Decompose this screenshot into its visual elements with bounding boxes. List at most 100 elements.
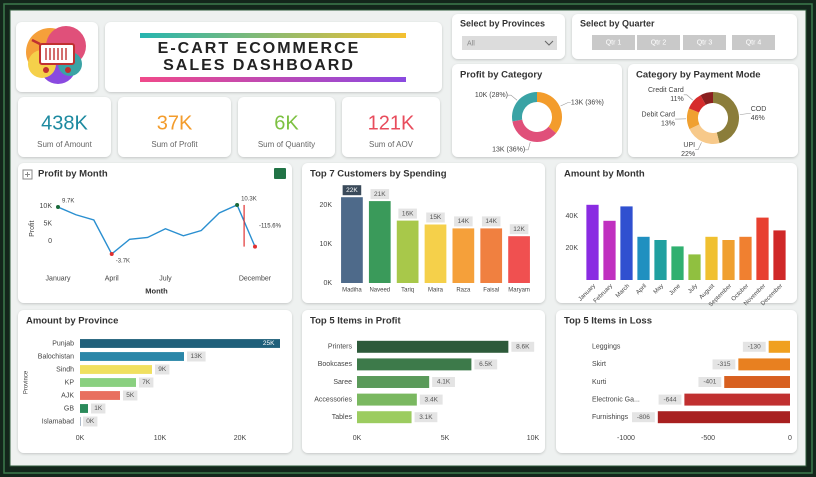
data-label: 3.4K [425, 396, 439, 403]
kpi-value: 6K [274, 112, 299, 134]
chart-title: Top 5 Items in Profit [310, 316, 401, 327]
donut-segment [512, 119, 557, 143]
x-axis-title: Month [145, 286, 168, 295]
x-tick-label: 20K [234, 435, 247, 442]
y-tick-label: Furnishings [592, 414, 629, 421]
dropdown[interactable] [462, 36, 557, 50]
bar [80, 352, 184, 361]
data-label-bg [342, 185, 362, 196]
y-tick-label: Tables [332, 414, 353, 421]
leader-line [525, 142, 531, 151]
kpi-label: Sum of Amount [37, 140, 92, 149]
kpi-value: 37K [157, 112, 193, 134]
quarter-button-label[interactable]: Qtr 1 [606, 39, 622, 46]
data-label: 9.7K [62, 199, 74, 205]
donut-category: Debit Card [642, 111, 676, 118]
point [253, 244, 257, 249]
data-label: 0K [86, 418, 95, 425]
quarter-button[interactable] [683, 35, 726, 50]
data-label-bg [481, 216, 501, 227]
data-label: 14K [485, 218, 497, 225]
donut-segment [713, 92, 740, 144]
title-bar [140, 77, 406, 82]
quarter-button[interactable] [732, 35, 775, 50]
data-label: 16K [402, 210, 414, 217]
data-label: 8.6K [516, 344, 530, 351]
dropdown-value[interactable]: All [467, 40, 475, 47]
quarter-button-label[interactable]: Qtr 4 [746, 39, 762, 46]
y-tick-label: Punjab [52, 340, 74, 347]
bar [508, 236, 530, 283]
bar [738, 358, 790, 371]
icon [22, 169, 33, 180]
x-tick-label: January [46, 275, 71, 282]
bar [357, 340, 509, 353]
bar [357, 393, 417, 406]
bar [424, 224, 447, 283]
kpi-label: Sum of AOV [369, 140, 414, 149]
x-tick-label: April [105, 275, 119, 282]
donut-segment [689, 124, 720, 144]
x-tick-label: 0 [788, 435, 792, 442]
x-tick-label: Madiha [342, 288, 362, 294]
data-label-bg [370, 189, 390, 200]
bar [603, 220, 616, 280]
chart-title: Amount by Month [564, 169, 645, 180]
data-label: -806 [637, 414, 650, 421]
x-tick-label: December [239, 275, 272, 282]
point [109, 251, 114, 256]
card [18, 163, 292, 303]
y-tick-label: 0K [323, 280, 332, 287]
card [18, 97, 111, 157]
data-label-bg [419, 394, 443, 405]
data-label: 12K [513, 226, 525, 233]
bar [80, 417, 81, 426]
data-label-bg [432, 377, 455, 387]
y-tick-label: 5K [43, 220, 52, 227]
data-label-bg [509, 224, 529, 235]
y-tick-label: Sindh [56, 366, 74, 373]
x-tick-label: 0K [76, 435, 85, 442]
data-label-bg [414, 412, 438, 423]
y-tick-label: 10K [320, 241, 333, 248]
slicer-label: Select by Provinces [460, 18, 545, 28]
kpi-value: 121K [368, 112, 415, 134]
y-tick-label: Printers [328, 344, 353, 351]
data-label: 3.1K [419, 414, 433, 421]
bar [452, 228, 475, 283]
chart-title: Amount by Province [26, 316, 118, 327]
data-label: 7K [142, 379, 151, 386]
bar [368, 201, 391, 283]
data-label-bg [426, 212, 445, 223]
x-tick-label: Raza [456, 288, 471, 294]
bar [705, 236, 718, 280]
data-label: 22K [346, 187, 358, 194]
bar [80, 391, 120, 400]
bar [357, 411, 412, 424]
data-label-bg [398, 208, 417, 219]
bar [684, 393, 790, 406]
x-tick-label: July [687, 283, 699, 295]
card [105, 22, 442, 92]
data-label: -401 [703, 379, 716, 386]
x-tick-label: Faisal [483, 288, 499, 294]
donut-label: 13% [661, 120, 675, 127]
quarter-button-label[interactable]: Qtr 3 [697, 39, 713, 46]
bar [396, 220, 419, 283]
data-label: 25K [263, 340, 275, 347]
y-tick-label: AJK [61, 392, 74, 399]
data-label-bg [698, 377, 722, 387]
bar [620, 206, 633, 280]
quarter-button[interactable] [637, 35, 680, 50]
data-label-bg [83, 416, 98, 427]
title: E-CART ECOMMERCE [158, 40, 361, 57]
data-label: 14K [458, 218, 470, 225]
data-label-bg [742, 341, 766, 352]
icon [274, 168, 286, 179]
bar [357, 358, 472, 371]
donut-label: 11% [670, 96, 684, 103]
donut-label: 22% [681, 151, 695, 158]
quarter-button[interactable] [592, 35, 635, 50]
bar [657, 411, 790, 424]
quarter-button-label[interactable]: Qtr 2 [651, 39, 667, 46]
